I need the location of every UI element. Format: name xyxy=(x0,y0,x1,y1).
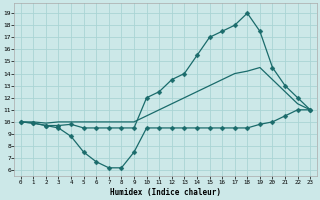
X-axis label: Humidex (Indice chaleur): Humidex (Indice chaleur) xyxy=(110,188,221,197)
